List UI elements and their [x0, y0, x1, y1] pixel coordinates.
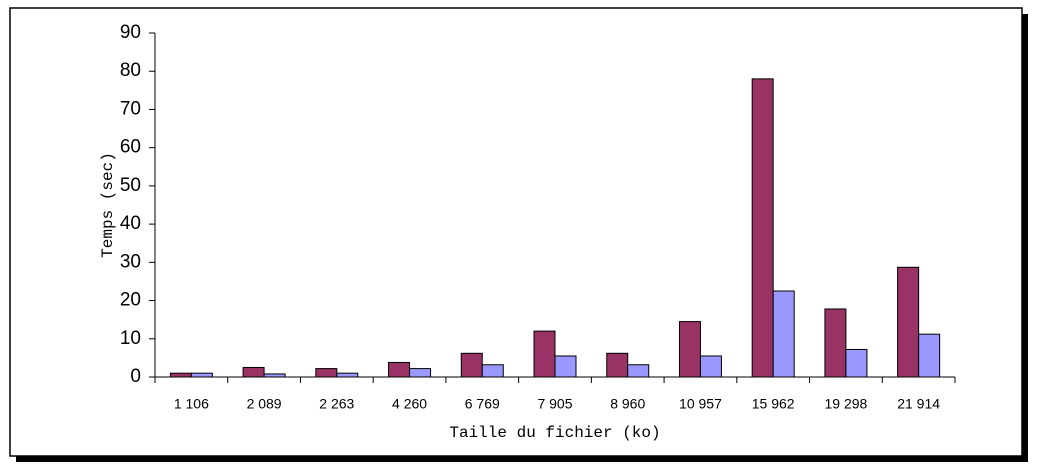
- bar: [242, 366, 265, 378]
- bar: [824, 308, 847, 378]
- y-axis-title: Temps (sec): [99, 152, 117, 258]
- bar: [606, 352, 629, 378]
- x-tick-label: 2 089: [247, 396, 282, 412]
- bar: [409, 368, 432, 378]
- bar: [897, 266, 920, 378]
- bar: [315, 368, 338, 378]
- bar: [554, 355, 577, 378]
- y-tick-label: 0: [130, 366, 141, 387]
- y-tick-label: 40: [120, 213, 141, 234]
- bar: [190, 372, 213, 378]
- x-tick-label: 10 957: [679, 396, 722, 412]
- y-tick-label: 60: [120, 137, 141, 158]
- bar: [169, 372, 192, 378]
- bar: [533, 330, 556, 378]
- bar: [845, 348, 868, 378]
- bar: [772, 290, 795, 378]
- x-tick-label: 15 962: [752, 396, 795, 412]
- y-tick-label: 90: [120, 22, 141, 43]
- bar: [751, 78, 774, 378]
- bar: [481, 364, 504, 378]
- x-tick-label: 19 298: [824, 396, 867, 412]
- y-tick-label: 50: [120, 175, 141, 196]
- bar: [460, 352, 483, 378]
- y-tick-label: 70: [120, 98, 141, 119]
- bar: [918, 333, 941, 378]
- x-tick-label: 7 905: [537, 396, 572, 412]
- x-tick-label: 6 769: [465, 396, 500, 412]
- x-tick-label: 1 106: [174, 396, 209, 412]
- frame: [9, 7, 1023, 457]
- bar: [699, 355, 722, 378]
- x-axis-title: Taille du fichier (ko): [449, 424, 660, 442]
- x-tick-label: 2 263: [319, 396, 354, 412]
- bar: [627, 364, 650, 378]
- y-tick-label: 10: [120, 328, 141, 349]
- bar: [388, 361, 411, 378]
- y-tick-label: 30: [120, 251, 141, 272]
- bar: [678, 321, 701, 378]
- y-tick-label: 20: [120, 290, 141, 311]
- y-tick-label: 80: [120, 60, 141, 81]
- bar: [336, 372, 359, 378]
- bar: [263, 373, 286, 378]
- x-tick-label: 8 960: [610, 396, 645, 412]
- x-tick-label: 21 914: [897, 396, 940, 412]
- x-tick-label: 4 260: [392, 396, 427, 412]
